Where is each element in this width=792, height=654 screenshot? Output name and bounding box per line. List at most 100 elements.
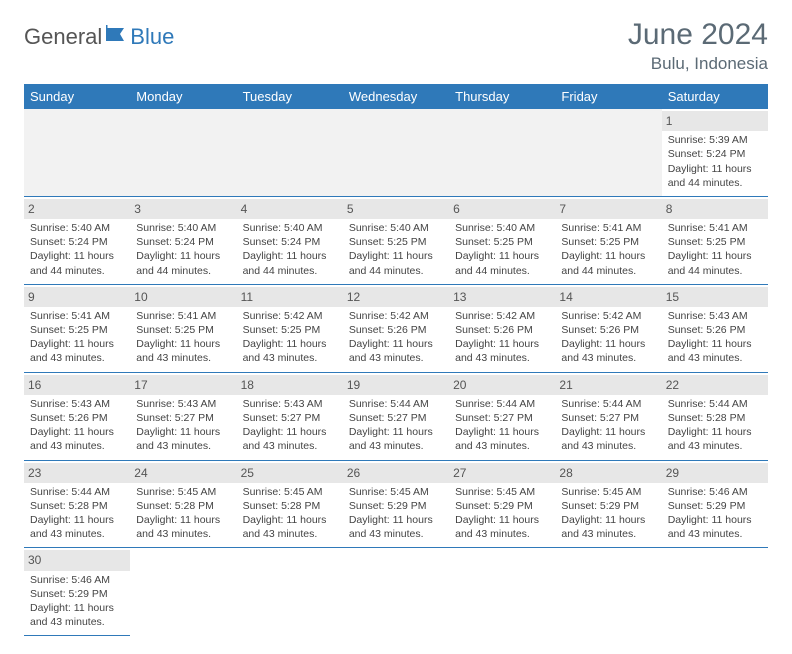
daylight-line: Daylight: 11 hoursand 44 minutes. [668, 249, 762, 277]
sunset-line: Sunset: 5:27 PM [136, 411, 230, 425]
day-info: Sunrise: 5:40 AMSunset: 5:25 PMDaylight:… [455, 221, 549, 278]
day-cell: 30Sunrise: 5:46 AMSunset: 5:29 PMDayligh… [24, 548, 130, 636]
empty-cell [555, 548, 661, 636]
daylight-line: Daylight: 11 hoursand 43 minutes. [30, 513, 124, 541]
sunset-line: Sunset: 5:24 PM [243, 235, 337, 249]
sunset-line: Sunset: 5:26 PM [349, 323, 443, 337]
sunrise-line: Sunrise: 5:43 AM [136, 397, 230, 411]
calendar-body: 1Sunrise: 5:39 AMSunset: 5:24 PMDaylight… [24, 109, 768, 636]
day-info: Sunrise: 5:41 AMSunset: 5:25 PMDaylight:… [30, 309, 124, 366]
calendar-row: 16Sunrise: 5:43 AMSunset: 5:26 PMDayligh… [24, 372, 768, 460]
weekday-header: Sunday [24, 84, 130, 109]
calendar-row: 30Sunrise: 5:46 AMSunset: 5:29 PMDayligh… [24, 548, 768, 636]
day-info: Sunrise: 5:44 AMSunset: 5:28 PMDaylight:… [30, 485, 124, 542]
day-info: Sunrise: 5:45 AMSunset: 5:28 PMDaylight:… [136, 485, 230, 542]
day-number: 17 [130, 375, 236, 395]
sunrise-line: Sunrise: 5:43 AM [668, 309, 762, 323]
logo-text-blue: Blue [130, 24, 174, 50]
day-number: 7 [555, 199, 661, 219]
empty-cell [343, 109, 449, 196]
day-cell: 17Sunrise: 5:43 AMSunset: 5:27 PMDayligh… [130, 372, 236, 460]
sunrise-line: Sunrise: 5:46 AM [668, 485, 762, 499]
header: General Blue June 2024 Bulu, Indonesia [24, 18, 768, 74]
day-info: Sunrise: 5:42 AMSunset: 5:25 PMDaylight:… [243, 309, 337, 366]
day-cell: 16Sunrise: 5:43 AMSunset: 5:26 PMDayligh… [24, 372, 130, 460]
day-info: Sunrise: 5:40 AMSunset: 5:24 PMDaylight:… [243, 221, 337, 278]
sunrise-line: Sunrise: 5:40 AM [349, 221, 443, 235]
weekday-header: Tuesday [237, 84, 343, 109]
day-cell: 2Sunrise: 5:40 AMSunset: 5:24 PMDaylight… [24, 196, 130, 284]
sunset-line: Sunset: 5:25 PM [136, 323, 230, 337]
sunrise-line: Sunrise: 5:44 AM [455, 397, 549, 411]
daylight-line: Daylight: 11 hoursand 43 minutes. [561, 425, 655, 453]
sunrise-line: Sunrise: 5:39 AM [668, 133, 762, 147]
weekday-header: Friday [555, 84, 661, 109]
day-cell: 10Sunrise: 5:41 AMSunset: 5:25 PMDayligh… [130, 284, 236, 372]
day-cell: 5Sunrise: 5:40 AMSunset: 5:25 PMDaylight… [343, 196, 449, 284]
day-number: 11 [237, 287, 343, 307]
sunrise-line: Sunrise: 5:45 AM [243, 485, 337, 499]
sunrise-line: Sunrise: 5:44 AM [30, 485, 124, 499]
sunrise-line: Sunrise: 5:45 AM [455, 485, 549, 499]
day-cell: 15Sunrise: 5:43 AMSunset: 5:26 PMDayligh… [662, 284, 768, 372]
daylight-line: Daylight: 11 hoursand 43 minutes. [136, 337, 230, 365]
day-info: Sunrise: 5:44 AMSunset: 5:28 PMDaylight:… [668, 397, 762, 454]
day-cell: 8Sunrise: 5:41 AMSunset: 5:25 PMDaylight… [662, 196, 768, 284]
day-cell: 11Sunrise: 5:42 AMSunset: 5:25 PMDayligh… [237, 284, 343, 372]
daylight-line: Daylight: 11 hoursand 43 minutes. [349, 513, 443, 541]
day-info: Sunrise: 5:43 AMSunset: 5:27 PMDaylight:… [136, 397, 230, 454]
sunset-line: Sunset: 5:25 PM [455, 235, 549, 249]
sunrise-line: Sunrise: 5:42 AM [349, 309, 443, 323]
daylight-line: Daylight: 11 hoursand 44 minutes. [243, 249, 337, 277]
daylight-line: Daylight: 11 hoursand 43 minutes. [455, 337, 549, 365]
sunset-line: Sunset: 5:25 PM [30, 323, 124, 337]
day-info: Sunrise: 5:46 AMSunset: 5:29 PMDaylight:… [668, 485, 762, 542]
sunrise-line: Sunrise: 5:45 AM [349, 485, 443, 499]
sunset-line: Sunset: 5:27 PM [349, 411, 443, 425]
day-info: Sunrise: 5:39 AMSunset: 5:24 PMDaylight:… [668, 133, 762, 190]
calendar-table: SundayMondayTuesdayWednesdayThursdayFrid… [24, 84, 768, 636]
day-info: Sunrise: 5:42 AMSunset: 5:26 PMDaylight:… [349, 309, 443, 366]
day-cell: 6Sunrise: 5:40 AMSunset: 5:25 PMDaylight… [449, 196, 555, 284]
sunset-line: Sunset: 5:26 PM [30, 411, 124, 425]
sunset-line: Sunset: 5:26 PM [668, 323, 762, 337]
day-number: 3 [130, 199, 236, 219]
day-number: 9 [24, 287, 130, 307]
daylight-line: Daylight: 11 hoursand 44 minutes. [561, 249, 655, 277]
calendar-page: General Blue June 2024 Bulu, Indonesia S… [0, 0, 792, 654]
day-cell: 13Sunrise: 5:42 AMSunset: 5:26 PMDayligh… [449, 284, 555, 372]
day-cell: 20Sunrise: 5:44 AMSunset: 5:27 PMDayligh… [449, 372, 555, 460]
sunrise-line: Sunrise: 5:40 AM [136, 221, 230, 235]
day-number: 27 [449, 463, 555, 483]
empty-cell [130, 109, 236, 196]
daylight-line: Daylight: 11 hoursand 43 minutes. [30, 601, 124, 629]
day-number: 12 [343, 287, 449, 307]
sunset-line: Sunset: 5:25 PM [668, 235, 762, 249]
sunset-line: Sunset: 5:25 PM [349, 235, 443, 249]
daylight-line: Daylight: 11 hoursand 43 minutes. [561, 337, 655, 365]
day-info: Sunrise: 5:41 AMSunset: 5:25 PMDaylight:… [668, 221, 762, 278]
empty-cell [343, 548, 449, 636]
day-info: Sunrise: 5:42 AMSunset: 5:26 PMDaylight:… [561, 309, 655, 366]
sunrise-line: Sunrise: 5:44 AM [561, 397, 655, 411]
daylight-line: Daylight: 11 hoursand 43 minutes. [136, 425, 230, 453]
sunset-line: Sunset: 5:25 PM [561, 235, 655, 249]
day-number: 30 [24, 550, 130, 570]
location: Bulu, Indonesia [628, 54, 768, 74]
sunset-line: Sunset: 5:27 PM [243, 411, 337, 425]
day-cell: 25Sunrise: 5:45 AMSunset: 5:28 PMDayligh… [237, 460, 343, 548]
sunset-line: Sunset: 5:29 PM [349, 499, 443, 513]
daylight-line: Daylight: 11 hoursand 43 minutes. [243, 337, 337, 365]
empty-cell [662, 548, 768, 636]
logo: General Blue [24, 24, 174, 50]
sunset-line: Sunset: 5:28 PM [668, 411, 762, 425]
day-info: Sunrise: 5:44 AMSunset: 5:27 PMDaylight:… [561, 397, 655, 454]
day-number: 1 [662, 111, 768, 131]
sunrise-line: Sunrise: 5:43 AM [30, 397, 124, 411]
day-info: Sunrise: 5:44 AMSunset: 5:27 PMDaylight:… [349, 397, 443, 454]
sunrise-line: Sunrise: 5:41 AM [668, 221, 762, 235]
daylight-line: Daylight: 11 hoursand 43 minutes. [30, 425, 124, 453]
weekday-header: Monday [130, 84, 236, 109]
sunrise-line: Sunrise: 5:42 AM [243, 309, 337, 323]
day-number: 2 [24, 199, 130, 219]
